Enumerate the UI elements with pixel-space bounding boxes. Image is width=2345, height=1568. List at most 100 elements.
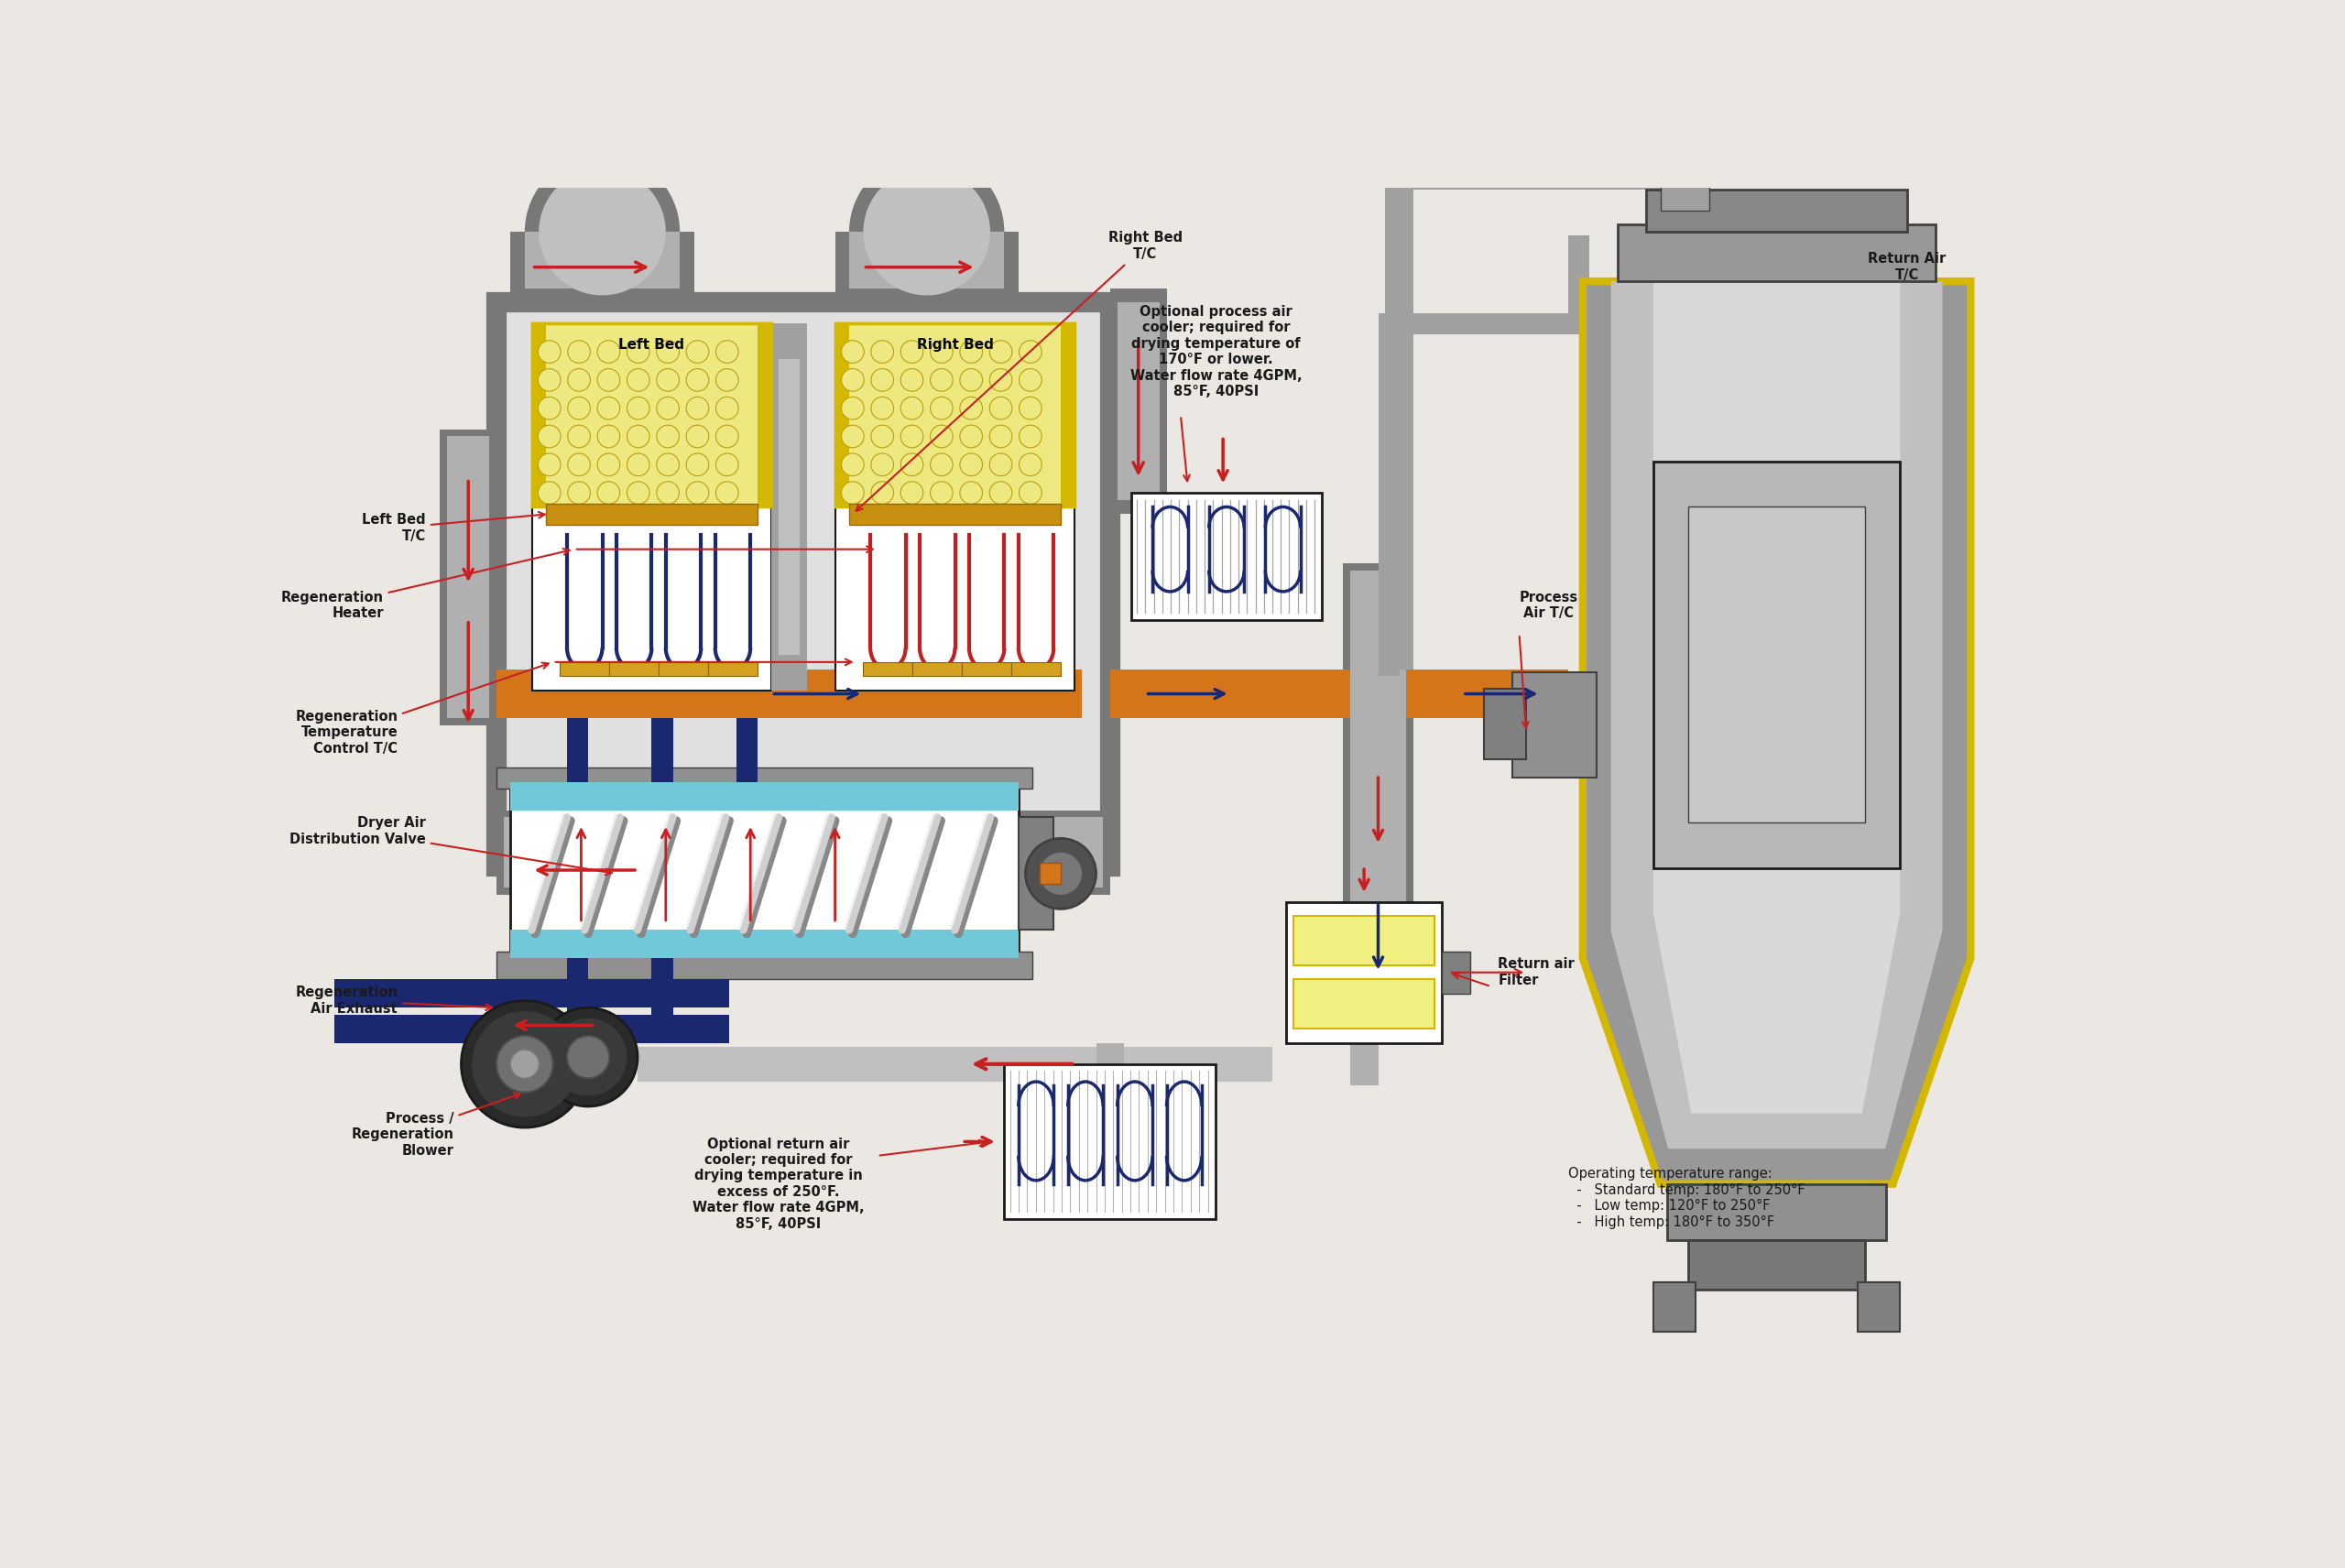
- Text: Regeneration
Air Exhaust: Regeneration Air Exhaust: [295, 986, 492, 1016]
- Circle shape: [1039, 853, 1081, 895]
- Polygon shape: [1583, 281, 1970, 1184]
- Bar: [511, 782, 1018, 811]
- Text: Optional return air
cooler; required for
drying temperature in
excess of 250°F.
: Optional return air cooler; required for…: [692, 1137, 865, 1231]
- Text: Process
Air T/C: Process Air T/C: [1520, 591, 1578, 621]
- Circle shape: [567, 1036, 610, 1079]
- Circle shape: [626, 368, 650, 392]
- Circle shape: [900, 397, 924, 420]
- Text: Right Bed: Right Bed: [917, 337, 994, 351]
- Bar: [1660, 154, 1710, 210]
- Bar: [497, 670, 1081, 718]
- Bar: [835, 323, 1074, 506]
- Bar: [1442, 952, 1470, 994]
- Circle shape: [900, 453, 924, 477]
- Circle shape: [1020, 425, 1041, 448]
- Circle shape: [537, 425, 560, 448]
- Circle shape: [657, 368, 680, 392]
- Text: Right Bed
T/C: Right Bed T/C: [856, 230, 1182, 511]
- Bar: [1618, 224, 1935, 281]
- Circle shape: [959, 481, 983, 503]
- Circle shape: [525, 154, 680, 309]
- Circle shape: [549, 1018, 626, 1096]
- Circle shape: [990, 340, 1013, 364]
- Bar: [335, 1014, 729, 1043]
- Circle shape: [687, 481, 708, 503]
- Bar: [1109, 289, 1165, 514]
- Bar: [497, 303, 1109, 867]
- Bar: [1060, 323, 1074, 506]
- Circle shape: [567, 425, 591, 448]
- Circle shape: [687, 425, 708, 448]
- Bar: [961, 662, 1011, 676]
- Bar: [1294, 916, 1435, 966]
- Circle shape: [959, 425, 983, 448]
- Circle shape: [537, 481, 560, 503]
- Circle shape: [931, 453, 952, 477]
- Circle shape: [657, 425, 680, 448]
- Bar: [1653, 463, 1899, 869]
- Circle shape: [959, 453, 983, 477]
- Circle shape: [863, 168, 990, 295]
- Circle shape: [567, 340, 591, 364]
- Bar: [1294, 980, 1435, 1029]
- Bar: [863, 662, 912, 676]
- Circle shape: [715, 340, 739, 364]
- Circle shape: [657, 397, 680, 420]
- Text: Left Bed: Left Bed: [619, 337, 685, 351]
- Bar: [532, 323, 772, 506]
- Bar: [1344, 673, 1414, 718]
- Circle shape: [1025, 839, 1095, 909]
- Circle shape: [870, 481, 893, 503]
- Bar: [1688, 506, 1864, 823]
- Bar: [1130, 492, 1323, 619]
- Bar: [779, 359, 800, 655]
- Bar: [736, 718, 757, 789]
- Bar: [849, 503, 1060, 525]
- Circle shape: [931, 481, 952, 503]
- Bar: [652, 718, 673, 789]
- Circle shape: [537, 368, 560, 392]
- Text: Return air
Filter: Return air Filter: [1498, 958, 1576, 988]
- Circle shape: [990, 481, 1013, 503]
- Circle shape: [1020, 397, 1041, 420]
- Text: Return Air
T/C: Return Air T/C: [1869, 252, 1946, 282]
- Circle shape: [471, 1011, 577, 1116]
- Bar: [441, 430, 497, 726]
- Bar: [1386, 162, 1695, 190]
- Circle shape: [511, 1051, 539, 1079]
- Bar: [532, 323, 772, 690]
- Circle shape: [870, 453, 893, 477]
- Bar: [772, 323, 807, 690]
- Circle shape: [715, 368, 739, 392]
- Circle shape: [1020, 481, 1041, 503]
- Bar: [1011, 662, 1060, 676]
- Bar: [1351, 679, 1407, 712]
- Bar: [1379, 314, 1604, 334]
- Circle shape: [567, 453, 591, 477]
- Circle shape: [870, 340, 893, 364]
- Circle shape: [539, 168, 666, 295]
- Circle shape: [626, 425, 650, 448]
- Bar: [335, 980, 729, 1008]
- Circle shape: [687, 453, 708, 477]
- Bar: [757, 323, 772, 506]
- Circle shape: [539, 1008, 638, 1107]
- Bar: [708, 662, 757, 676]
- Circle shape: [990, 425, 1013, 448]
- Bar: [1484, 690, 1527, 759]
- Circle shape: [959, 340, 983, 364]
- Bar: [835, 323, 1074, 690]
- Bar: [652, 958, 673, 1043]
- Bar: [1344, 563, 1414, 986]
- Circle shape: [959, 397, 983, 420]
- Circle shape: [842, 397, 863, 420]
- Bar: [849, 232, 1004, 289]
- Polygon shape: [1611, 281, 1942, 1149]
- Circle shape: [1020, 340, 1041, 364]
- Bar: [1004, 1065, 1217, 1220]
- Circle shape: [687, 397, 708, 420]
- Circle shape: [990, 397, 1013, 420]
- Bar: [546, 503, 757, 525]
- Text: Left Bed
T/C: Left Bed T/C: [361, 511, 544, 543]
- Circle shape: [1020, 368, 1041, 392]
